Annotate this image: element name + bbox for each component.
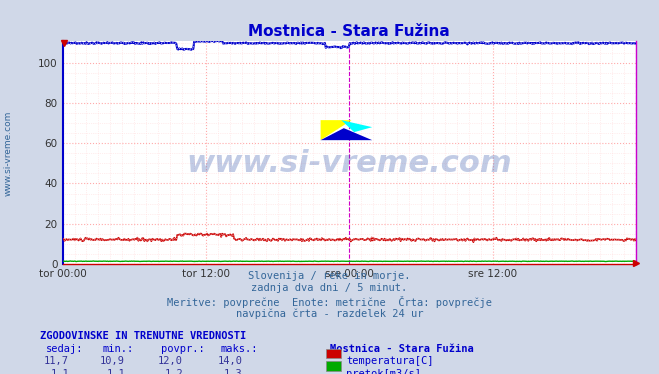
Text: 11,7: 11,7 [44,356,69,367]
Text: maks.:: maks.: [221,344,258,354]
Text: Meritve: povprečne  Enote: metrične  Črta: povprečje: Meritve: povprečne Enote: metrične Črta:… [167,296,492,308]
Text: navpična črta - razdelek 24 ur: navpična črta - razdelek 24 ur [236,308,423,319]
Text: min.:: min.: [102,344,133,354]
Text: Mostnica - Stara Fužina: Mostnica - Stara Fužina [330,344,473,354]
Text: ZGODOVINSKE IN TRENUTNE VREDNOSTI: ZGODOVINSKE IN TRENUTNE VREDNOSTI [40,331,246,341]
Text: 1,1: 1,1 [107,369,125,374]
Text: zadnja dva dni / 5 minut.: zadnja dva dni / 5 minut. [251,283,408,294]
Text: sedaj:: sedaj: [46,344,84,354]
Text: 1,3: 1,3 [224,369,243,374]
Text: 12,0: 12,0 [158,356,183,367]
Text: temperatura[C]: temperatura[C] [346,356,434,367]
Polygon shape [320,120,351,140]
Text: www.si-vreme.com: www.si-vreme.com [186,149,512,178]
Text: povpr.:: povpr.: [161,344,205,354]
Polygon shape [320,128,372,140]
Text: 14,0: 14,0 [217,356,243,367]
Title: Mostnica - Stara Fužina: Mostnica - Stara Fužina [248,24,450,39]
Text: 10,9: 10,9 [100,356,125,367]
Text: www.si-vreme.com: www.si-vreme.com [3,111,13,196]
Text: pretok[m3/s]: pretok[m3/s] [346,369,421,374]
Text: 1,1: 1,1 [51,369,69,374]
Text: 1,2: 1,2 [165,369,183,374]
Text: Slovenija / reke in morje.: Slovenija / reke in morje. [248,271,411,281]
Polygon shape [341,120,372,132]
